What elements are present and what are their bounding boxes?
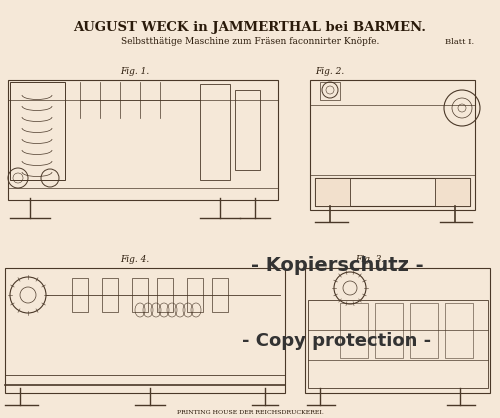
Text: Fig. 4.: Fig. 4. [120,255,149,265]
Bar [72,278,88,312]
Bar [212,278,228,312]
Text: - Kopierschutz -: - Kopierschutz - [250,256,424,275]
Bar [235,90,260,170]
Text: Fig. 2.: Fig. 2. [315,67,344,76]
Bar [132,278,148,312]
Text: PRINTING HOUSE DER REICHSDRUCKEREI.: PRINTING HOUSE DER REICHSDRUCKEREI. [176,410,324,415]
Bar [8,80,278,200]
Bar [340,303,368,358]
Text: - Copy protection -: - Copy protection - [242,331,432,349]
Text: Blatt I.: Blatt I. [446,38,474,46]
Bar [315,178,470,206]
Bar [308,300,488,388]
Bar [200,84,230,180]
Bar [305,268,490,393]
Bar [375,303,403,358]
Bar [320,82,340,100]
Bar [435,178,470,206]
Text: Selbstthätige Maschine zum Fräsen faconnirter Knöpfe.: Selbstthätige Maschine zum Fräsen faconn… [121,38,379,46]
Bar [445,303,473,358]
Bar [315,178,350,206]
Text: Fig. 3.: Fig. 3. [355,255,384,265]
Text: AUGUST WECK in JAMMERTHAL bei BARMEN.: AUGUST WECK in JAMMERTHAL bei BARMEN. [74,21,426,35]
Text: Fig. 1.: Fig. 1. [120,67,149,76]
Bar [410,303,438,358]
Bar [157,278,173,312]
Bar [310,80,475,210]
Bar [5,268,285,393]
Bar [187,278,203,312]
Bar [10,82,65,180]
Bar [102,278,118,312]
